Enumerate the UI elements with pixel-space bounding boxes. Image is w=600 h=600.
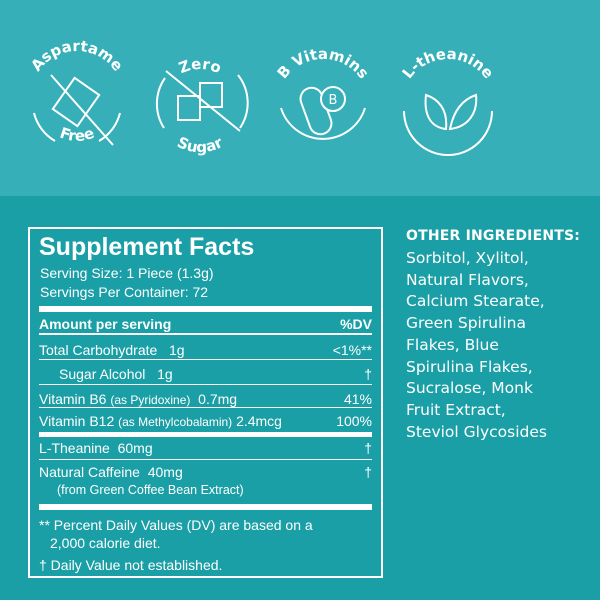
divider [39,407,372,408]
row-l-theanine: L-Theanine 60mg [39,440,153,456]
nutrient-amount: 40mg [147,464,183,480]
nutrient-name: Natural Caffeine [39,464,140,480]
other-ingredients: OTHER INGREDIENTS: Sorbitol, Xylitol, Na… [406,228,580,443]
nutrient-name: Total Carbohydrate [39,342,158,358]
badge-top-text: B Vitamins [274,45,373,82]
footnote-dv: ** Percent Daily Values (DV) are based o… [39,517,313,533]
svg-text:Free: Free [58,124,97,145]
amount-header: Amount per serving [39,316,172,332]
nutrient-amount: 2.4mcg [236,413,282,429]
ingredient-line: Flakes, Blue [406,335,499,354]
divider-thick [39,504,372,510]
footnote-dagger: † Daily Value not established. [39,557,223,573]
nutrient-amount: 0.7mg [198,391,238,407]
row-total-carbohydrate: Total Carbohydrate 1g [39,342,185,358]
other-ingredients-heading: OTHER INGREDIENTS: [406,228,581,244]
leaves-icon: L-theanine [399,45,498,156]
facts-section [0,196,600,600]
svg-text:Zero: Zero [176,55,223,77]
servings-per-container: Servings Per Container: 72 [40,284,209,300]
aspartame-free-badge: Aspartame Free [17,33,137,153]
svg-text:L-theanine: L-theanine [399,45,498,82]
nutrient-name: Sugar Alcohol [59,366,146,382]
badge-top-text: Aspartame [27,37,127,75]
row-dv: † [364,464,372,480]
badge-bottom-text: Free [58,124,97,145]
nutrient-note: (as Pyridoxine) [110,393,191,407]
l-theanine-badge: L-theanine [388,33,508,156]
crossed-out-sugar-cubes-icon: Zero Sugar [155,55,249,156]
ingredient-line: Calcium Stearate, [406,292,545,311]
vitamin-b-glyph: B [329,93,338,108]
ingredient-line: Sorbitol, Xylitol, [406,249,529,267]
nutrient-name: L-Theanine [39,440,110,456]
dv-header: %DV [340,316,372,332]
ingredient-line: Fruit Extract, [406,400,506,419]
nutrient-amount: 60mg [117,440,153,456]
nutrient-note: (from Green Coffee Bean Extract) [57,483,244,497]
row-dv: 100% [336,413,372,429]
divider [39,459,372,460]
svg-text:Aspartame: Aspartame [27,37,127,75]
nutrient-amount: 1g [168,342,185,358]
zero-sugar-badge: Zero Sugar [140,33,260,156]
svg-text:Sugar: Sugar [174,133,226,156]
divider-thick [39,432,372,437]
badges-banner: Aspartame Free Zero Sugar B Vitamins B L… [0,0,600,196]
nutrient-name: Vitamin B12 [39,413,115,429]
ingredient-line: Green Spirulina [406,314,526,333]
b-vitamins-badge: B Vitamins B [263,33,383,153]
divider-thick [39,306,372,312]
facts-title: Supplement Facts [39,233,255,261]
nutrient-note: (as Methylcobalamin) [118,415,233,429]
row-dv: † [364,440,372,456]
row-vitamin-b6: Vitamin B6 (as Pyridoxine) 0.7mg [39,391,237,407]
badge-top-text: Zero [176,55,223,77]
footnote-dv-cont: 2,000 calorie diet. [50,535,161,551]
supplement-facts-panel: Supplement Facts Serving Size: 1 Piece (… [28,227,383,578]
nutrient-name: Vitamin B6 [39,391,107,407]
ingredient-line: Natural Flavors, [406,270,529,289]
row-dv: 41% [343,391,372,407]
divider [39,333,372,335]
divider [39,359,372,360]
nutrient-amount: 1g [157,366,173,382]
badge-bottom-text: Sugar [174,133,226,156]
svg-text:B Vitamins: B Vitamins [274,45,373,82]
row-vitamin-b12: Vitamin B12 (as Methylcobalamin) 2.4mcg [39,413,282,429]
row-natural-caffeine: Natural Caffeine 40mg [39,464,183,480]
crossed-out-sweetener-packet-icon: Aspartame Free [27,37,127,146]
row-sugar-alcohol: Sugar Alcohol 1g [59,366,173,382]
divider [39,384,372,385]
capsule-vitamin-b-icon: B Vitamins B [274,45,373,140]
ingredient-line: Spirulina Flakes, [406,357,533,376]
ingredient-line: Sucralose, Monk [406,379,533,398]
row-dv: <1%** [332,342,372,358]
ingredient-line: Steviol Glycosides [406,422,547,441]
row-dv: † [364,366,372,382]
serving-size: Serving Size: 1 Piece (1.3g) [40,265,214,281]
badge-top-text: L-theanine [399,45,498,82]
